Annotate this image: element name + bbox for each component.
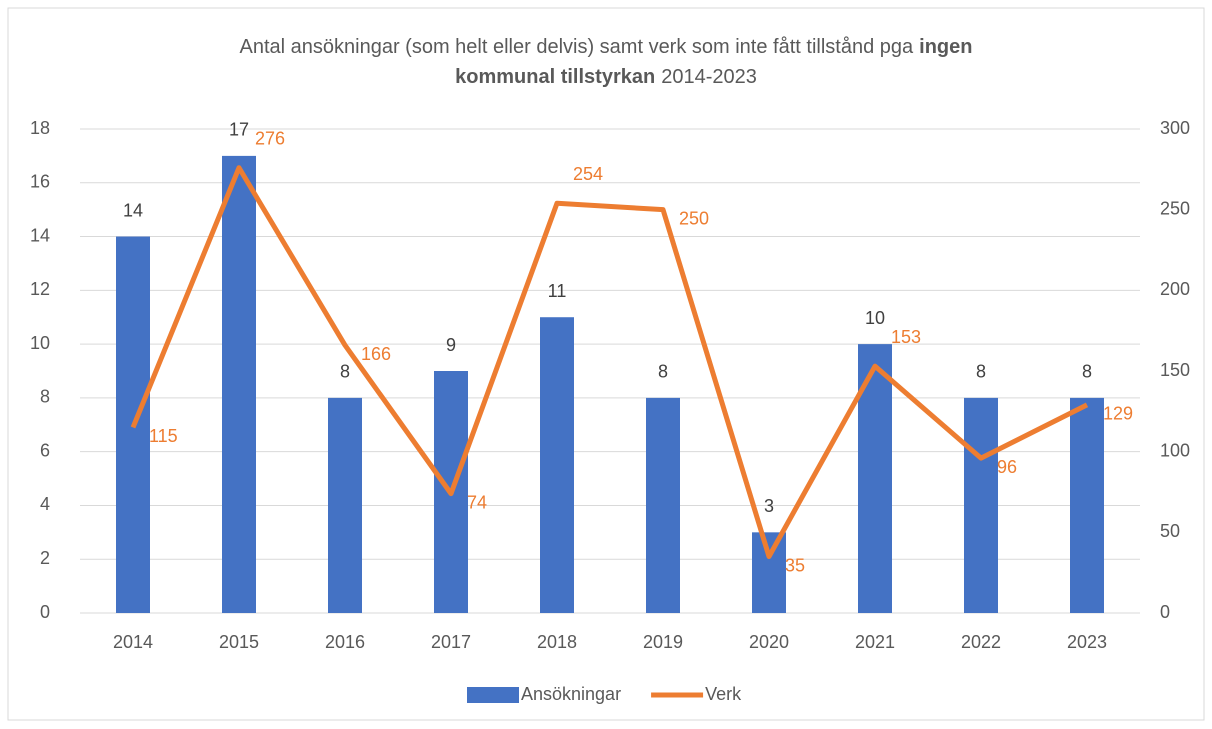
x-tick-label: 2017 xyxy=(431,632,471,652)
y-tick-label: 18 xyxy=(30,118,50,138)
title-line: Antal ansökningar (som helt eller delvis… xyxy=(240,36,973,58)
legend-swatch xyxy=(467,687,519,703)
legend-label: Ansökningar xyxy=(521,684,621,704)
bar xyxy=(328,397,362,613)
line-value-label: 250 xyxy=(679,208,709,228)
bar-value-label: 11 xyxy=(548,281,567,301)
title-line: kommunal tillstyrkan 2014-2023 xyxy=(455,66,757,88)
x-tick-label: 2019 xyxy=(643,632,683,652)
line-value-label: 254 xyxy=(573,164,603,184)
bar xyxy=(1070,397,1104,613)
bar xyxy=(646,397,680,613)
line-value-label: 35 xyxy=(785,555,805,575)
bar xyxy=(752,532,786,613)
y-tick-label: 14 xyxy=(30,225,50,245)
line-value-label: 96 xyxy=(997,457,1017,477)
x-tick-label: 2020 xyxy=(749,632,789,652)
x-tick-label: 2016 xyxy=(325,632,365,652)
y2-tick-label: 200 xyxy=(1160,279,1190,299)
y2-tick-label: 150 xyxy=(1160,360,1190,380)
x-tick-label: 2023 xyxy=(1067,632,1107,652)
y2-tick-label: 100 xyxy=(1160,440,1190,460)
legend-label: Verk xyxy=(705,684,742,704)
line-value-label: 276 xyxy=(255,128,285,148)
bar xyxy=(222,155,256,613)
x-tick-label: 2018 xyxy=(537,632,577,652)
y-tick-label: 8 xyxy=(40,387,50,407)
bar-value-label: 14 xyxy=(123,200,143,220)
y2-tick-label: 250 xyxy=(1160,198,1190,218)
bar xyxy=(964,397,998,613)
title-segment: ingen xyxy=(919,36,972,58)
y-tick-label: 4 xyxy=(40,494,50,514)
y-tick-label: 12 xyxy=(30,279,50,299)
x-tick-label: 2021 xyxy=(855,632,895,652)
x-tick-label: 2022 xyxy=(961,632,1001,652)
x-tick-label: 2014 xyxy=(113,632,153,652)
y-tick-label: 2 xyxy=(40,548,50,568)
x-tick-label: 2015 xyxy=(219,632,259,652)
bar xyxy=(540,317,574,613)
title-segment: Antal ansökningar (som helt eller delvis… xyxy=(240,36,915,58)
y-tick-label: 10 xyxy=(30,333,50,353)
y-tick-label: 6 xyxy=(40,440,50,460)
bar-value-label: 9 xyxy=(446,335,456,355)
bar-value-label: 8 xyxy=(1082,362,1092,382)
bar-value-label: 17 xyxy=(229,120,249,140)
chart-frame xyxy=(7,7,1205,721)
y2-tick-label: 0 xyxy=(1160,602,1170,622)
title-segment: 2014-2023 xyxy=(661,66,757,88)
bar-value-label: 8 xyxy=(976,362,986,382)
bar-value-label: 3 xyxy=(764,496,774,516)
title-segment: kommunal tillstyrkan xyxy=(455,66,655,88)
y2-tick-label: 50 xyxy=(1160,521,1180,541)
line xyxy=(130,165,1089,560)
bar-value-label: 8 xyxy=(340,362,350,382)
line-value-label: 115 xyxy=(149,426,178,446)
line-value-label: 153 xyxy=(891,327,921,347)
y2-tick-label: 300 xyxy=(1160,118,1190,138)
y-tick-label: 0 xyxy=(40,602,50,622)
line-value-label: 74 xyxy=(467,492,487,512)
line-value-label: 129 xyxy=(1103,404,1133,424)
line-value-label: 166 xyxy=(361,344,391,364)
bar-value-label: 10 xyxy=(865,308,885,328)
y-tick-label: 16 xyxy=(30,172,50,192)
bar-value-label: 8 xyxy=(658,362,668,382)
chart-title: Antal ansökningar (som helt eller delvis… xyxy=(240,36,973,88)
